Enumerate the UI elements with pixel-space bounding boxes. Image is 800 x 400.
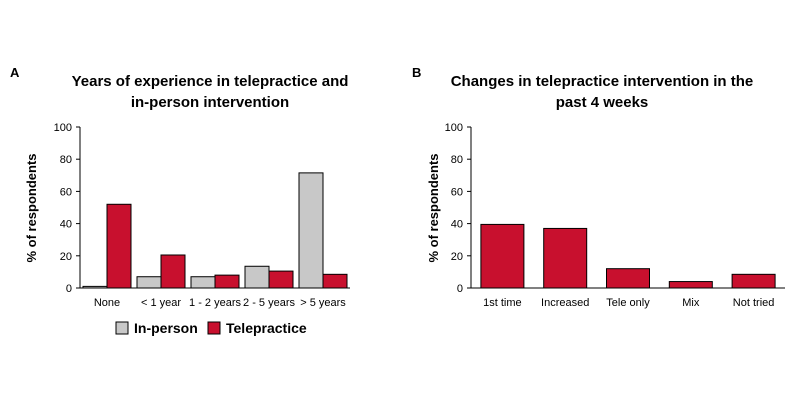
chart-b-bars (480, 223, 776, 289)
chart-a-bars (82, 172, 348, 289)
chart-b-y-tick-label: 0 (457, 283, 463, 295)
chart-a-legend: In-person Telepractice (115, 320, 307, 336)
chart-b-y-tick-label: 60 (451, 186, 463, 198)
chart-b-x-tick-label: Not tried (733, 297, 775, 309)
panel-label-a: A (10, 65, 20, 80)
chart-a-y-tick-label: 80 (60, 154, 72, 166)
bar-b-increased (543, 227, 588, 289)
chart-a-ylabel: % of respondents (24, 153, 39, 262)
bar-a-1-year-in-person (136, 276, 162, 289)
chart-b-x-tick-label: 1st time (483, 297, 522, 309)
chart-a-title-line-2: in-person intervention (131, 94, 289, 111)
chart-a-y-tick-label: 0 (66, 283, 72, 295)
bar-b-mix (668, 281, 713, 289)
chart-a-y-tick-label: 20 (60, 251, 72, 263)
chart-b-y-tick-label: 40 (451, 219, 463, 231)
chart-b-x-tick-label: Mix (682, 297, 700, 309)
chart-b-y-tick-label: 100 (445, 122, 463, 134)
chart-panel-a: A Years of experience in telepractice an… (10, 65, 350, 336)
bar-a-1-2-years-telepractice (214, 274, 240, 289)
bar-b-tele-only (606, 268, 650, 289)
chart-b-x-ticks: 1st time Increased Tele only Mix Not tried (483, 297, 774, 309)
chart-b-y-tick-label: 80 (451, 154, 463, 166)
chart-a-x-ticks: None < 1 year 1 - 2 years 2 - 5 years > 5 ye… (94, 297, 346, 309)
bar-a-none-telepractice (106, 203, 132, 289)
chart-a-x-tick-label: < 1 year (141, 297, 181, 309)
bar-a-2-5-years-telepractice (268, 270, 294, 289)
chart-b-y-tick-label: 20 (451, 251, 463, 263)
chart-a-y-tick-label: 60 (60, 186, 72, 198)
legend-label-telepractice: Telepractice (226, 320, 307, 336)
chart-a-title-line-1: Years of experience in telepractice and (72, 73, 349, 90)
bar-b-1st-time (480, 223, 525, 289)
chart-b-ylabel: % of respondents (426, 153, 441, 262)
chart-b-title-line-1: Changes in telepractice intervention in … (451, 73, 754, 90)
chart-a-y-tick-label: 100 (54, 122, 72, 134)
bar-a-2-5-years-in-person (244, 265, 270, 289)
legend-label-in-person: In-person (134, 320, 198, 336)
chart-b-x-tick-label: Tele only (606, 297, 650, 309)
legend-swatch-telepractice (207, 321, 221, 335)
bar-a-5-years-telepractice (322, 273, 348, 289)
panel-label-b: B (412, 65, 421, 80)
bar-a-1-2-years-in-person (190, 276, 216, 289)
bar-a-5-years-in-person (298, 172, 324, 289)
chart-a-x-tick-label: None (94, 297, 120, 309)
chart-a-x-tick-label: > 5 years (300, 297, 346, 309)
chart-b-x-tick-label: Increased (541, 297, 589, 309)
chart-a-x-tick-label: 2 - 5 years (243, 297, 295, 309)
legend-swatch-in-person (115, 321, 129, 335)
chart-a-y-ticks: 0 20 40 60 80 100 (54, 122, 80, 295)
chart-b-y-ticks: 0 20 40 60 80 100 (445, 122, 471, 295)
chart-panel-b: B Changes in telepractice intervention i… (412, 65, 785, 309)
chart-b-title-line-2: past 4 weeks (556, 94, 649, 111)
bar-a-1-year-telepractice (160, 254, 186, 289)
chart-a-y-tick-label: 40 (60, 219, 72, 231)
bar-b-not-tried (731, 273, 776, 289)
chart-a-x-tick-label: 1 - 2 years (189, 297, 241, 309)
